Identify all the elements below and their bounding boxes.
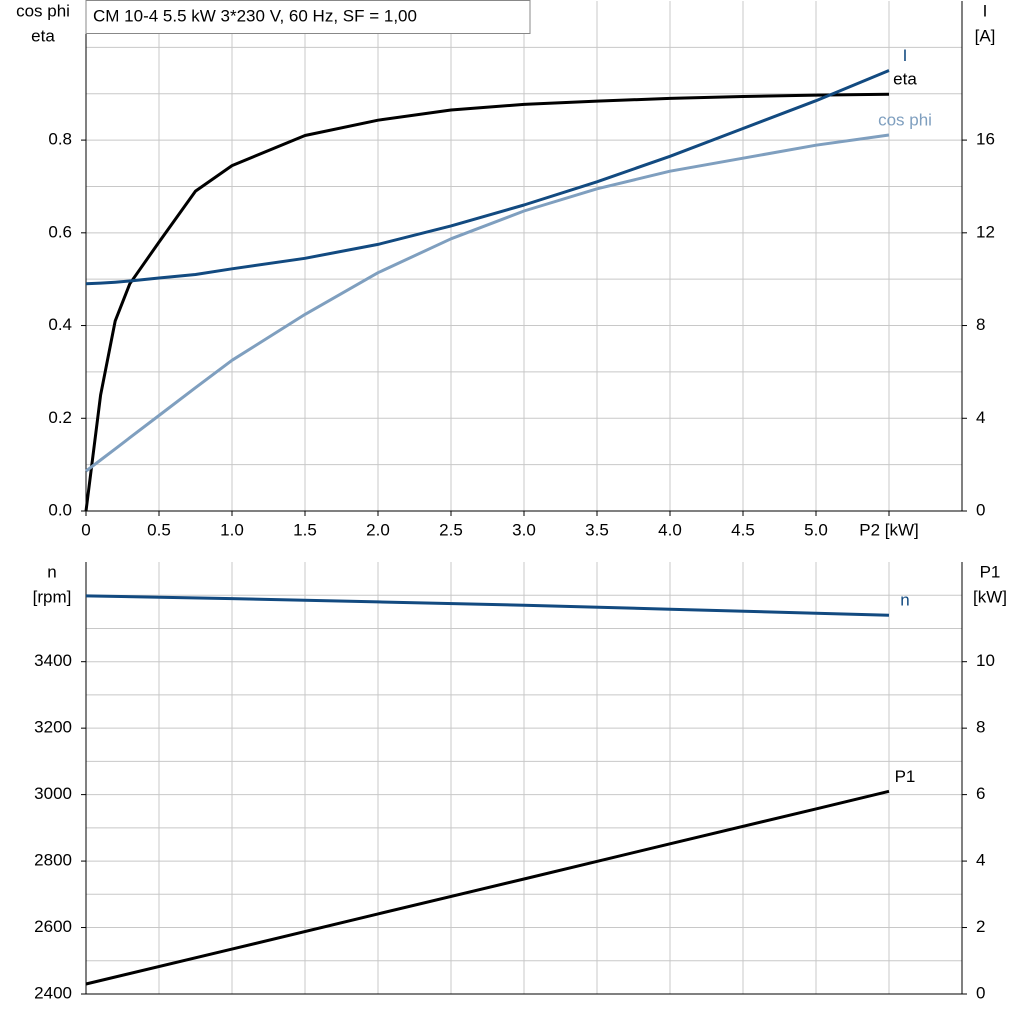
x-tick-label: 1.0 xyxy=(220,520,244,539)
y-tick-label: 0.2 xyxy=(48,408,72,427)
y-tick-label: 0.6 xyxy=(48,222,72,241)
x-tick-label: 4.5 xyxy=(731,520,755,539)
y-tick-label: 2600 xyxy=(34,917,72,936)
y2-tick-label: 2 xyxy=(976,917,985,936)
y2-axis-title: [kW] xyxy=(973,587,1007,606)
series-label: cos phi xyxy=(878,110,932,129)
y-tick-label: 0.8 xyxy=(48,130,72,149)
y2-tick-label: 4 xyxy=(976,408,985,427)
y-tick-label: 2800 xyxy=(34,851,72,870)
series-label: I xyxy=(903,46,908,65)
x-tick-label: 5.0 xyxy=(804,520,828,539)
y-axis-title: n xyxy=(47,562,56,581)
y2-tick-label: 0 xyxy=(976,500,985,519)
y2-axis-title: [A] xyxy=(975,26,996,45)
y-tick-label: 0.0 xyxy=(48,500,72,519)
y2-tick-label: 10 xyxy=(976,651,995,670)
y2-tick-label: 16 xyxy=(976,130,995,149)
y2-axis-title: P1 xyxy=(980,562,1001,581)
x-tick-label: 4.0 xyxy=(658,520,682,539)
x-tick-label: 2.0 xyxy=(366,520,390,539)
x-tick-label: 2.5 xyxy=(439,520,463,539)
y2-axis-title: I xyxy=(983,1,988,20)
title-box xyxy=(85,0,531,34)
line-series xyxy=(85,133,890,473)
series-label: eta xyxy=(893,70,917,89)
y-axis-title: eta xyxy=(31,26,55,45)
line-series xyxy=(85,594,890,617)
series-label: n xyxy=(900,591,909,610)
line-series xyxy=(85,69,890,286)
y2-tick-label: 6 xyxy=(976,784,985,803)
line-series xyxy=(84,92,890,512)
x-tick-label: 0 xyxy=(81,520,90,539)
series-label: P1 xyxy=(895,767,916,786)
chart-title: CM 10-4 5.5 kW 3*230 V, 60 Hz, SF = 1,00 xyxy=(93,6,417,25)
y-tick-label: 3400 xyxy=(34,651,72,670)
y2-tick-label: 12 xyxy=(976,222,995,241)
x-tick-label: 1.5 xyxy=(293,520,317,539)
x-tick-label: 0.5 xyxy=(147,520,171,539)
x-tick-label: 3.5 xyxy=(585,520,609,539)
y-tick-label: 0.4 xyxy=(48,315,72,334)
y-tick-label: 3200 xyxy=(34,718,72,737)
x-tick-label: 3.0 xyxy=(512,520,536,539)
y-axis-title: cos phi xyxy=(16,1,70,20)
y2-tick-label: 0 xyxy=(976,983,985,1002)
y-axis-title: [rpm] xyxy=(33,587,72,606)
y2-tick-label: 4 xyxy=(976,851,985,870)
y-tick-label: 2400 xyxy=(34,983,72,1002)
y2-tick-label: 8 xyxy=(976,315,985,334)
line-series xyxy=(85,789,890,986)
x-tick-label: P2 [kW] xyxy=(859,520,919,539)
y2-tick-label: 8 xyxy=(976,718,985,737)
y-tick-label: 3000 xyxy=(34,784,72,803)
